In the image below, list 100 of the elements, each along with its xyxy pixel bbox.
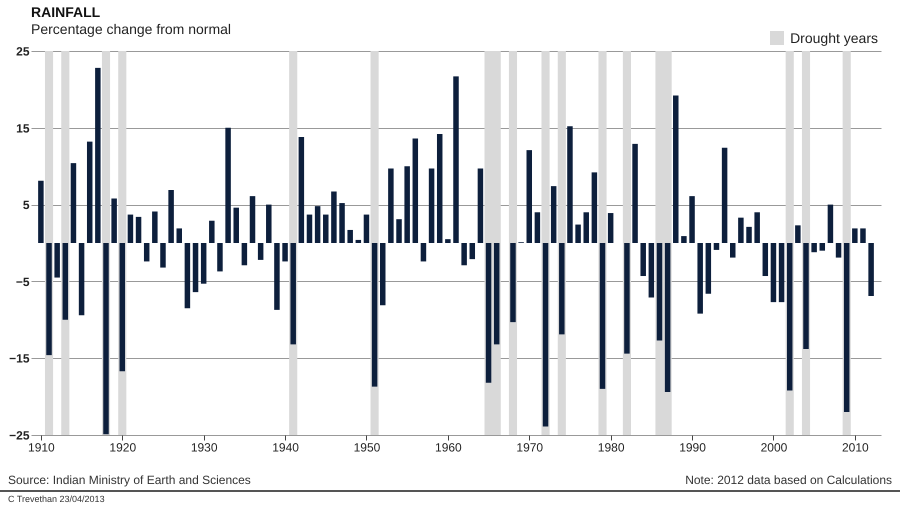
x-tick-label: 1940 xyxy=(272,440,300,454)
bar xyxy=(388,168,394,243)
y-tick-label: 5 xyxy=(22,198,30,212)
bar xyxy=(144,243,150,262)
bar xyxy=(664,243,670,392)
bar xyxy=(550,186,556,243)
bar xyxy=(714,243,720,250)
bar xyxy=(250,196,256,243)
bar xyxy=(470,243,476,260)
bar xyxy=(526,150,532,243)
bar xyxy=(786,243,792,390)
bar xyxy=(852,228,858,243)
bar xyxy=(746,226,752,243)
bar xyxy=(836,243,842,258)
bar xyxy=(136,216,142,243)
x-tick-label: 1910 xyxy=(28,440,56,454)
x-tick-label: 2010 xyxy=(842,440,870,454)
bar xyxy=(274,243,280,310)
bar xyxy=(494,243,500,344)
bar xyxy=(111,198,117,243)
bar xyxy=(356,240,362,243)
bar xyxy=(811,243,817,252)
x-tick-label: 1960 xyxy=(435,440,462,454)
bar xyxy=(803,243,809,349)
bar xyxy=(656,243,662,341)
bar xyxy=(78,243,84,316)
bar xyxy=(762,243,768,276)
bar xyxy=(689,196,695,243)
bar xyxy=(436,134,442,243)
bar xyxy=(608,213,614,243)
bar xyxy=(828,204,834,243)
bar xyxy=(860,228,866,243)
bar xyxy=(868,243,874,296)
bar xyxy=(770,243,776,302)
bar xyxy=(706,243,712,294)
text: C Trevethan 23/04/2013 xyxy=(7,493,106,506)
chart-title: RAINFALL xyxy=(31,4,101,20)
bar xyxy=(559,243,565,334)
bar xyxy=(396,219,402,243)
bar xyxy=(778,243,784,302)
bar xyxy=(844,243,850,412)
bar xyxy=(128,214,134,243)
x-tick-label: 1990 xyxy=(679,440,706,454)
bar xyxy=(372,243,378,387)
bar xyxy=(176,228,182,243)
bar xyxy=(347,230,353,243)
bar xyxy=(233,208,239,243)
bar xyxy=(168,190,174,243)
bar xyxy=(567,126,573,243)
y-tick-label: −15 xyxy=(9,352,30,366)
y-tick-label: 25 xyxy=(16,44,30,58)
bar xyxy=(209,220,215,243)
bar xyxy=(120,243,126,372)
bar xyxy=(152,212,158,243)
bar xyxy=(62,243,68,320)
bar xyxy=(160,243,166,268)
bar xyxy=(192,243,198,292)
bar xyxy=(640,243,646,276)
bar xyxy=(453,76,459,243)
bar xyxy=(364,214,370,243)
text: Note: 2012 data based on Calculations xyxy=(685,473,892,487)
legend-label: Drought years xyxy=(790,30,878,46)
bar xyxy=(592,172,598,243)
bar xyxy=(323,214,329,243)
x-tick-label: 1930 xyxy=(190,440,218,454)
bar xyxy=(242,243,248,266)
bar xyxy=(754,212,760,243)
bar xyxy=(404,166,410,243)
bar xyxy=(290,243,296,344)
x-tick-label: 2000 xyxy=(760,440,788,454)
bar xyxy=(282,243,288,262)
bar xyxy=(380,243,386,306)
bar xyxy=(258,243,264,260)
chart-subtitle: Percentage change from normal xyxy=(31,21,231,37)
bar xyxy=(428,168,434,243)
bar xyxy=(46,243,52,356)
bar xyxy=(266,204,272,243)
bar xyxy=(632,144,638,243)
bar xyxy=(103,243,109,434)
x-tick-label: 1920 xyxy=(109,440,136,454)
bar xyxy=(820,243,826,251)
bar xyxy=(575,224,581,243)
bar xyxy=(624,243,630,354)
bar xyxy=(70,163,76,243)
bar xyxy=(445,239,451,243)
y-tick-label: −5 xyxy=(16,274,30,289)
bar xyxy=(314,206,320,243)
bar xyxy=(583,212,589,243)
bar xyxy=(86,142,92,243)
source-note: Source: Indian Ministry of Earth and Sciences xyxy=(8,473,251,487)
bar xyxy=(697,243,703,314)
bar xyxy=(225,128,231,243)
bar xyxy=(54,243,60,278)
x-tick-label: 1950 xyxy=(354,440,381,454)
bar xyxy=(681,236,687,243)
bar xyxy=(534,212,540,243)
bar xyxy=(38,180,44,243)
bar xyxy=(795,225,801,243)
bar xyxy=(184,243,190,308)
x-tick-label: 1980 xyxy=(598,440,625,454)
